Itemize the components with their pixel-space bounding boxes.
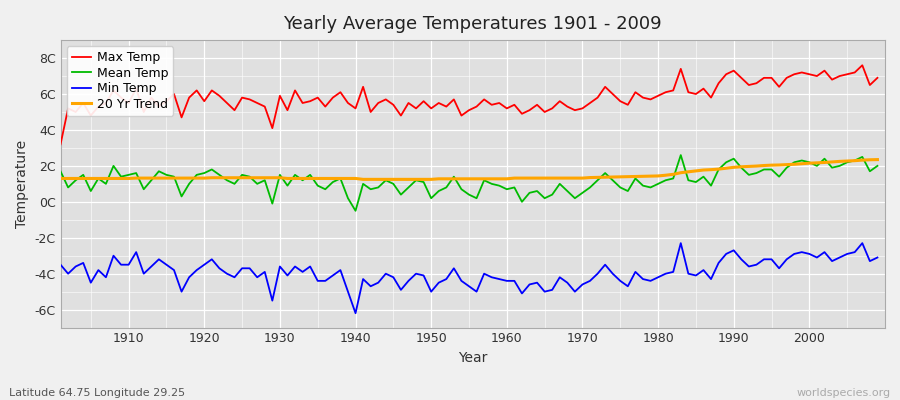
- Mean Temp: [328, 180, 338, 184]
- Mean Temp: [872, 164, 883, 168]
- X-axis label: Year: Year: [458, 351, 488, 365]
- Mean Temp: [350, 208, 361, 213]
- Max Temp: [494, 100, 505, 105]
- Max Temp: [592, 95, 603, 100]
- 20 Yr Trend: [55, 176, 66, 181]
- 20 Yr Trend: [599, 175, 610, 180]
- Min Temp: [675, 241, 686, 246]
- Mean Temp: [675, 153, 686, 158]
- Min Temp: [599, 262, 610, 267]
- Mean Temp: [501, 187, 512, 192]
- 20 Yr Trend: [116, 176, 127, 181]
- Max Temp: [328, 95, 338, 100]
- Max Temp: [857, 63, 868, 68]
- Min Temp: [501, 278, 512, 283]
- Min Temp: [350, 311, 361, 316]
- Mean Temp: [116, 174, 127, 179]
- Max Temp: [282, 108, 292, 112]
- Title: Yearly Average Temperatures 1901 - 2009: Yearly Average Temperatures 1901 - 2009: [284, 15, 662, 33]
- Min Temp: [282, 273, 292, 278]
- 20 Yr Trend: [509, 176, 520, 180]
- Mean Temp: [599, 171, 610, 176]
- Line: 20 Yr Trend: 20 Yr Trend: [60, 160, 877, 179]
- Min Temp: [872, 255, 883, 260]
- Text: worldspecies.org: worldspecies.org: [796, 388, 891, 398]
- Mean Temp: [509, 185, 520, 190]
- 20 Yr Trend: [328, 176, 338, 181]
- 20 Yr Trend: [501, 176, 512, 181]
- Min Temp: [116, 262, 127, 267]
- Line: Max Temp: Max Temp: [60, 65, 877, 144]
- Line: Mean Temp: Mean Temp: [60, 155, 877, 211]
- 20 Yr Trend: [282, 176, 292, 181]
- Max Temp: [872, 76, 883, 80]
- Min Temp: [328, 273, 338, 278]
- Mean Temp: [282, 183, 292, 188]
- Text: Latitude 64.75 Longitude 29.25: Latitude 64.75 Longitude 29.25: [9, 388, 185, 398]
- Line: Min Temp: Min Temp: [60, 243, 877, 313]
- Max Temp: [55, 142, 66, 147]
- Mean Temp: [55, 169, 66, 174]
- Legend: Max Temp, Mean Temp, Min Temp, 20 Yr Trend: Max Temp, Mean Temp, Min Temp, 20 Yr Tre…: [67, 46, 174, 116]
- Max Temp: [116, 95, 127, 100]
- Min Temp: [55, 262, 66, 267]
- Y-axis label: Temperature: Temperature: [15, 140, 29, 228]
- 20 Yr Trend: [872, 157, 883, 162]
- Max Temp: [501, 106, 512, 111]
- 20 Yr Trend: [357, 177, 368, 182]
- Min Temp: [509, 278, 520, 283]
